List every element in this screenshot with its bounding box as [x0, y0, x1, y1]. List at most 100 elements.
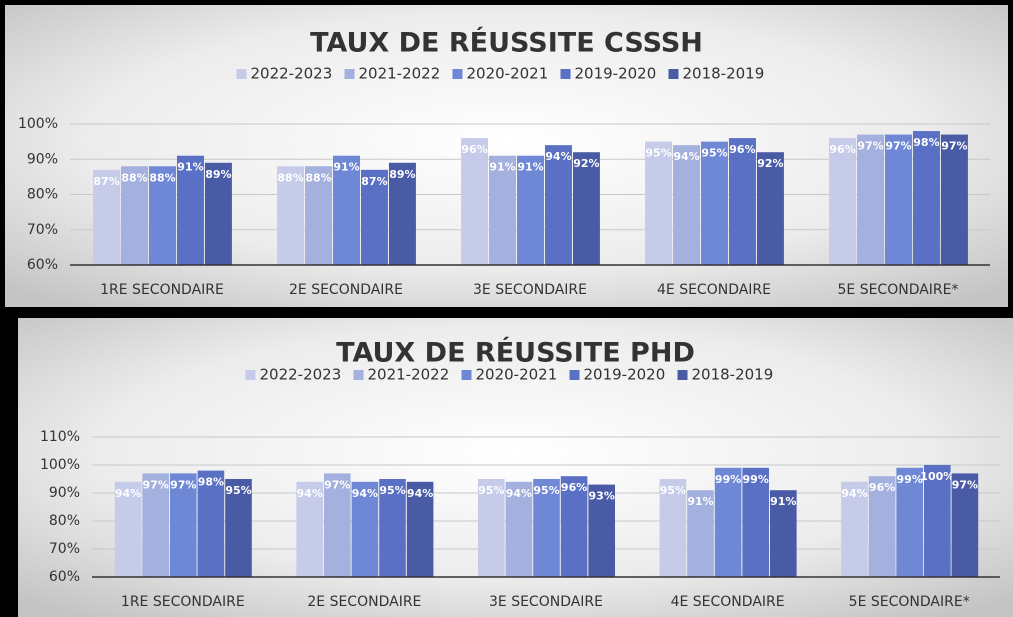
y-tick-label: 90% [27, 151, 58, 167]
bar [588, 484, 616, 577]
value-label: 91% [489, 161, 515, 174]
value-label: 94% [545, 150, 571, 163]
bar [673, 145, 701, 265]
value-label: 96% [461, 143, 487, 156]
legend-swatch [452, 69, 463, 79]
value-label: 94% [352, 487, 378, 500]
chart-title: TAUX DE RÉUSSITE PHD [336, 337, 695, 369]
bar [924, 465, 951, 577]
value-label: 88% [305, 171, 331, 184]
bar [333, 155, 360, 265]
legend-label: 2020-2021 [467, 65, 549, 83]
bar [940, 134, 968, 265]
value-label: 94% [506, 487, 532, 500]
bar [857, 134, 885, 265]
y-tick-label: 80% [49, 513, 80, 529]
bar [142, 473, 169, 577]
bar [533, 479, 560, 577]
value-label: 88% [149, 171, 175, 184]
bar [770, 490, 797, 577]
bar [756, 152, 784, 265]
value-label: 97% [885, 140, 911, 153]
value-label: 95% [660, 484, 686, 497]
value-label: 99% [897, 473, 923, 486]
bar [204, 162, 232, 265]
x-tick-label: 3E SECONDAIRE [489, 594, 603, 610]
legend-swatch [344, 69, 355, 79]
value-label: 94% [115, 487, 141, 500]
value-label: 95% [379, 484, 405, 497]
value-label: 97% [170, 478, 196, 491]
bar [388, 162, 416, 265]
bar [885, 134, 912, 265]
bar [868, 476, 896, 577]
x-tick-label: 4E SECONDAIRE [657, 282, 771, 298]
bar [169, 473, 197, 577]
value-label: 89% [389, 168, 415, 181]
value-label: 91% [770, 495, 796, 508]
x-tick-label: 2E SECONDAIRE [289, 282, 403, 298]
value-label: 88% [277, 171, 303, 184]
legend-label: 2021-2022 [368, 366, 450, 384]
value-label: 95% [478, 484, 504, 497]
value-label: 100% [920, 470, 954, 483]
value-label: 98% [913, 136, 939, 149]
bar [951, 473, 979, 577]
legend-label: 2022-2023 [251, 65, 333, 83]
value-label: 94% [407, 487, 433, 500]
value-label: 95% [225, 484, 251, 497]
value-label: 95% [701, 147, 727, 160]
bar [505, 481, 533, 577]
value-label: 91% [177, 161, 203, 174]
y-tick-label: 110% [40, 429, 80, 445]
value-label: 91% [687, 495, 713, 508]
value-label: 88% [121, 171, 147, 184]
value-label: 99% [743, 473, 769, 486]
legend-swatch [236, 69, 247, 79]
x-tick-label: 1RE SECONDAIRE [121, 594, 245, 610]
bar [912, 131, 940, 265]
value-label: 89% [205, 168, 231, 181]
bar [305, 166, 333, 265]
bar [714, 467, 742, 577]
value-label: 93% [589, 490, 615, 503]
y-tick-label: 100% [18, 116, 58, 132]
bar [176, 155, 204, 265]
x-tick-label: 2E SECONDAIRE [307, 594, 421, 610]
bar [517, 155, 544, 265]
y-tick-label: 80% [27, 187, 58, 203]
legend-swatch [569, 370, 580, 380]
bar [742, 467, 770, 577]
value-label: 97% [324, 478, 350, 491]
chart-title: TAUX DE RÉUSSITE CSSSH [310, 27, 703, 59]
bar [149, 166, 176, 265]
y-tick-label: 100% [40, 457, 80, 473]
legend-swatch [461, 370, 472, 380]
value-label: 94% [297, 487, 323, 500]
legend-swatch [245, 370, 256, 380]
legend-label: 2021-2022 [359, 65, 441, 83]
bar [121, 166, 149, 265]
bar [728, 138, 756, 265]
y-tick-label: 90% [49, 485, 80, 501]
legend-label: 2020-2021 [476, 366, 558, 384]
value-label: 92% [573, 157, 599, 170]
bar [477, 479, 505, 577]
value-label: 99% [715, 473, 741, 486]
value-label: 97% [952, 478, 978, 491]
bar [896, 467, 924, 577]
bar [489, 155, 517, 265]
legend-label: 2022-2023 [260, 366, 342, 384]
x-tick-label: 5E SECONDAIRE* [837, 282, 958, 298]
bar [659, 479, 687, 577]
y-tick-label: 70% [49, 541, 80, 557]
value-label: 96% [829, 143, 855, 156]
value-label: 98% [198, 476, 224, 489]
bar [114, 481, 142, 577]
bar [701, 141, 728, 265]
legend-swatch [668, 69, 679, 79]
value-label: 92% [757, 157, 783, 170]
value-label: 96% [729, 143, 755, 156]
value-label: 94% [841, 487, 867, 500]
